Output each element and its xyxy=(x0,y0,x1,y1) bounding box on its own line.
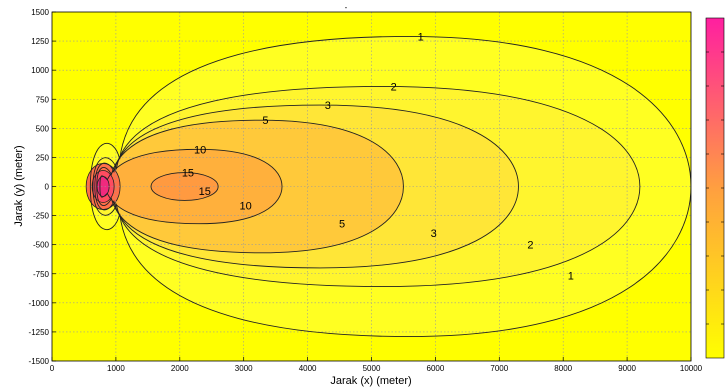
y-tick-label: 1000 xyxy=(31,66,49,75)
contour-line-15 xyxy=(150,172,219,201)
y-tick-label: 250 xyxy=(36,153,50,162)
x-tick-label: 4000 xyxy=(299,364,317,373)
y-tick-label: -1000 xyxy=(29,299,50,308)
contour-label-15: 15 xyxy=(182,168,194,180)
contour-fill-15 xyxy=(151,172,219,201)
x-tick-label: 3000 xyxy=(235,364,253,373)
x-tick-label: 1000 xyxy=(107,364,125,373)
x-axis-label: Jarak (x) (meter) xyxy=(330,375,411,387)
contour-line-1 xyxy=(89,35,691,338)
x-tick-label: 2000 xyxy=(171,364,189,373)
contour-lines xyxy=(89,35,691,338)
contour-label-2: 2 xyxy=(527,240,533,252)
contour-fills xyxy=(85,36,691,337)
y-tick-label: 0 xyxy=(45,183,50,192)
contour-label-10: 10 xyxy=(194,144,206,156)
y-tick-label: 500 xyxy=(36,124,50,133)
y-tick-label: 1500 xyxy=(31,8,49,17)
contour-line-10 xyxy=(99,148,283,225)
contour-label-15: 15 xyxy=(199,186,211,198)
contour-label-1: 1 xyxy=(568,271,574,283)
y-tick-label: -250 xyxy=(33,212,50,221)
x-tick-label: 9000 xyxy=(618,364,636,373)
x-tick-label: 0 xyxy=(50,364,55,373)
y-tick-label: 1250 xyxy=(31,37,49,46)
y-axis-ticks: 1500 1250 1000 750 500 250 0 -250 -500 -750 -1000 -… xyxy=(29,8,56,366)
x-tick-label: 10000 xyxy=(680,364,703,373)
chart-title: - xyxy=(345,3,348,12)
x-tick-label: 7000 xyxy=(490,364,508,373)
contour-line-5 xyxy=(96,119,404,254)
y-tick-label: -500 xyxy=(33,241,50,250)
contour-label-5: 5 xyxy=(262,115,268,127)
contour-label-3: 3 xyxy=(431,228,437,240)
y-tick-label: -1250 xyxy=(29,328,50,337)
x-tick-label: 8000 xyxy=(554,364,572,373)
y-tick-label: 750 xyxy=(36,95,50,104)
contour-line-3 xyxy=(94,104,519,269)
contour-label-5: 5 xyxy=(339,219,345,231)
y-tick-label: -750 xyxy=(33,270,50,279)
contour-label-3: 3 xyxy=(325,100,331,112)
y-axis-label: Jarak (y) (meter) xyxy=(13,145,25,226)
y-tick-label: -1500 xyxy=(29,357,50,366)
x-tick-label: 5000 xyxy=(363,364,381,373)
grid-lines xyxy=(52,12,691,361)
x-axis-ticks: 0 1000 2000 3000 4000 5000 6000 7000 8000 9000 100… xyxy=(50,357,703,373)
contour-line-2 xyxy=(92,86,641,287)
contour-label-2: 2 xyxy=(391,81,397,93)
contour-label-1: 1 xyxy=(418,31,424,43)
colorbar-ticks xyxy=(706,51,724,325)
x-tick-label: 6000 xyxy=(427,364,445,373)
contour-label-10: 10 xyxy=(239,201,251,213)
